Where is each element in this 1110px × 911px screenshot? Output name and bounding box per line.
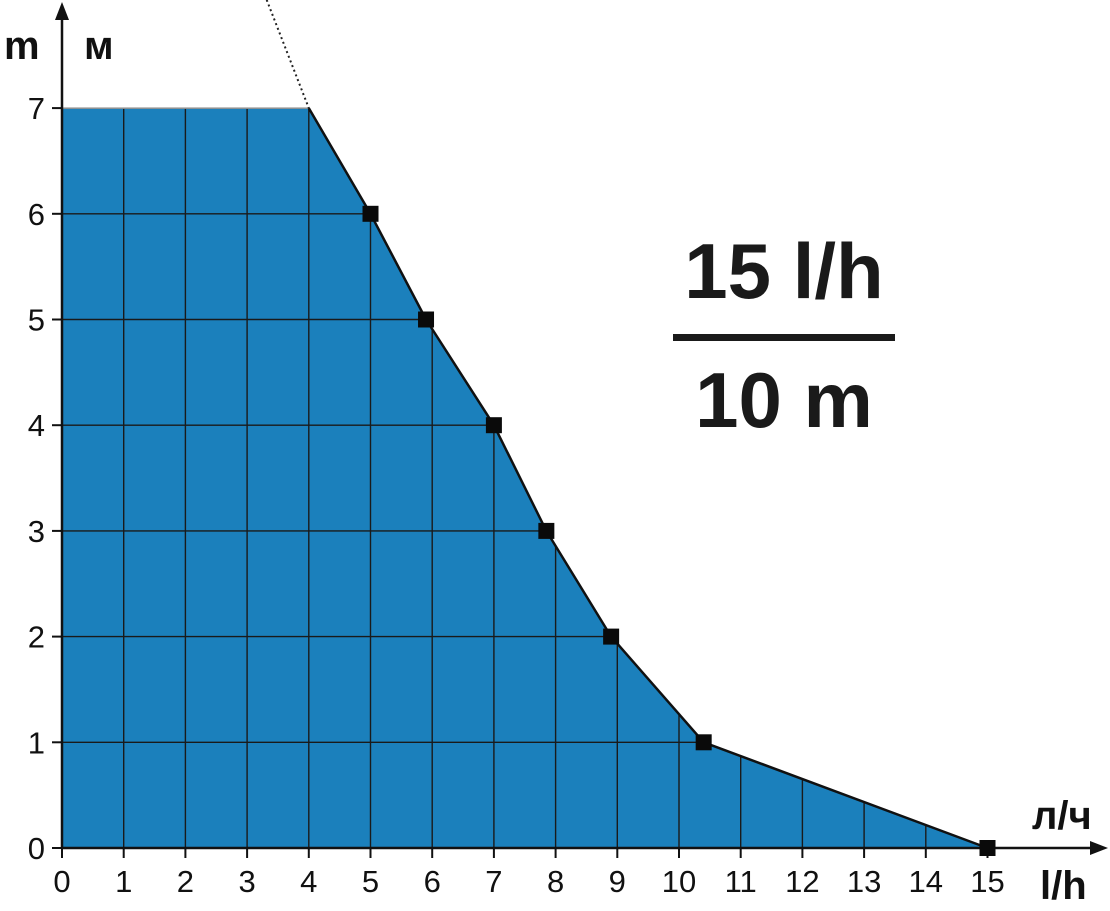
x-tick-label-11: 11 <box>725 864 757 899</box>
x-axis-unit-cyrillic: л/ч <box>1032 794 1092 838</box>
spec-flow-rate: 15 l/h <box>684 227 884 315</box>
x-tick-label-8: 8 <box>547 864 564 899</box>
x-tick-label-0: 0 <box>53 864 70 899</box>
data-point-7-4 <box>485 417 502 434</box>
y-tick-label-0: 0 <box>28 831 45 866</box>
x-tick-label-13: 13 <box>847 864 881 899</box>
x-tick-label-4: 4 <box>300 864 317 899</box>
spec-badge: 15 l/h 10 m <box>673 232 895 439</box>
curve-area-fill <box>62 108 988 849</box>
y-tick-label-3: 3 <box>28 514 45 549</box>
data-point-7.85-3 <box>538 522 555 539</box>
performance-curve <box>307 107 988 850</box>
spec-max-head: 10 m <box>695 356 873 444</box>
data-point-8.9-2 <box>603 628 620 645</box>
curve-dotted-extension <box>265 0 310 109</box>
y-tick-label-2: 2 <box>28 620 45 655</box>
x-tick-label-3: 3 <box>238 864 255 899</box>
data-point-5.9-5 <box>418 311 435 328</box>
data-point-10.4-1 <box>695 734 712 751</box>
x-tick-label-5: 5 <box>362 864 379 899</box>
y-axis-unit-latin: m <box>4 24 40 68</box>
spec-divider <box>673 334 895 341</box>
y-axis-arrow-icon <box>55 2 69 20</box>
x-tick-label-9: 9 <box>609 864 626 899</box>
x-axis-arrow-icon <box>1090 841 1108 855</box>
y-tick-label-6: 6 <box>28 197 45 232</box>
y-tick-label-1: 1 <box>28 725 45 760</box>
x-tick-label-12: 12 <box>785 864 819 899</box>
x-tick-label-1: 1 <box>115 864 132 899</box>
x-tick-label-6: 6 <box>424 864 441 899</box>
x-tick-label-15: 15 <box>970 864 1004 899</box>
y-axis-unit-cyrillic: м <box>84 24 114 68</box>
x-tick-label-10: 10 <box>662 864 696 899</box>
x-axis-unit-latin: l/h <box>1040 864 1087 908</box>
data-point-15-0 <box>979 840 996 856</box>
x-tick-label-2: 2 <box>177 864 194 899</box>
x-tick-label-14: 14 <box>909 864 943 899</box>
data-point-5-6 <box>362 205 379 222</box>
y-tick-label-4: 4 <box>28 408 45 443</box>
y-tick-label-7: 7 <box>28 91 45 126</box>
y-tick-label-5: 5 <box>28 303 45 338</box>
x-tick-label-7: 7 <box>485 864 502 899</box>
